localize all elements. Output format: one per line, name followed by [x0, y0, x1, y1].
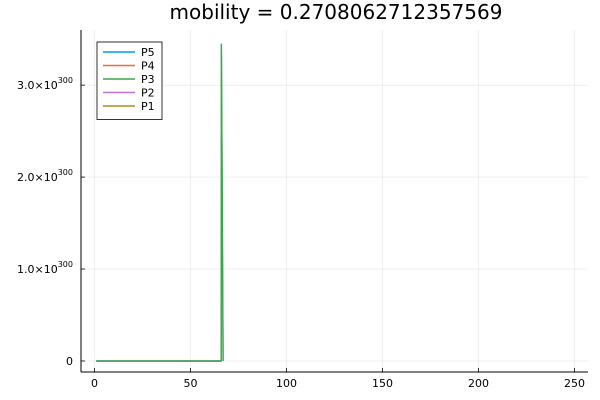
y-tick-label: 3.0×10300 — [17, 76, 73, 92]
x-tick-label: 150 — [372, 377, 393, 390]
x-tick-label: 100 — [276, 377, 297, 390]
x-tick-label: 0 — [91, 377, 98, 390]
chart-title: mobility = 0.2708062712357569 — [170, 0, 503, 24]
legend-label-p2: P2 — [141, 87, 155, 100]
y-tick-label: 0 — [66, 355, 73, 368]
legend-label-p5: P5 — [141, 46, 155, 59]
x-axis-ticks: 0 50 100 150 200 250 — [91, 368, 585, 390]
x-tick-label: 50 — [183, 377, 197, 390]
axes — [80, 30, 588, 373]
y-tick-label: 1.0×10300 — [17, 260, 73, 276]
series-line-p3-top — [96, 43, 224, 362]
series-lines — [96, 43, 224, 362]
x-tick-label: 200 — [468, 377, 489, 390]
legend-label-p4: P4 — [141, 60, 155, 73]
x-tick-label: 250 — [564, 377, 585, 390]
y-tick-label: 2.0×10300 — [17, 168, 73, 184]
legend-label-p1: P1 — [141, 100, 155, 113]
y-axis-ticks: 0 1.0×10300 2.0×10300 3.0×10300 — [17, 76, 85, 368]
legend-label-p3: P3 — [141, 73, 155, 86]
